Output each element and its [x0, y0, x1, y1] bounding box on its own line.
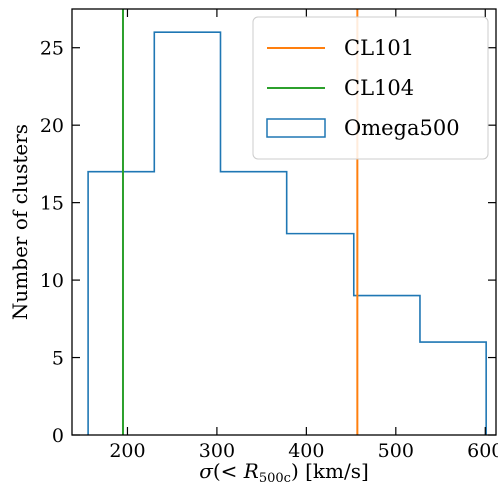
histogram-bin: [154, 32, 220, 435]
x-axis-label-r: R: [243, 459, 259, 483]
histogram-bin: [287, 234, 354, 435]
y-tick-label: 20: [40, 115, 64, 137]
y-tick-label: 5: [52, 348, 64, 370]
x-axis-label: σ(< R500c) [km/s]: [199, 459, 369, 486]
histogram-outline-omega500: [87, 31, 487, 435]
legend-label-cl104: CL104: [344, 76, 414, 100]
plot-frame: [71, 8, 497, 436]
y-axis-label: Number of clusters: [8, 124, 32, 320]
legend: CL101 CL104 Omega500: [252, 16, 489, 160]
x-axis-label-sigma: σ: [199, 459, 214, 483]
histogram-bin: [354, 296, 420, 435]
x-axis-label-unit: ) [km/s]: [291, 459, 369, 483]
y-tick-label: 15: [40, 193, 64, 215]
x-tick-label: 500: [378, 440, 414, 462]
x-axis-label-sub: 500c: [259, 471, 291, 486]
legend-label-omega500: Omega500: [344, 116, 460, 140]
x-tick-label: 300: [199, 440, 235, 462]
legend-box: [252, 16, 489, 160]
tick-labels: 200 300 400 500 600 0 5 10 15 20 25: [40, 38, 498, 462]
axis-ticks: [72, 9, 496, 436]
histogram-bin: [420, 342, 486, 435]
y-tick-label: 0: [52, 425, 64, 447]
histogram-bin: [88, 172, 154, 435]
x-tick-label: 600: [467, 440, 498, 462]
legend-items: CL101 CL104 Omega500: [266, 36, 460, 140]
histogram-bin: [220, 172, 286, 435]
legend-label-cl101: CL101: [344, 36, 414, 60]
y-tick-label: 25: [40, 38, 64, 60]
legend-swatch-omega500: [266, 118, 326, 138]
x-tick-label: 200: [109, 440, 145, 462]
y-tick-label: 10: [40, 270, 64, 292]
x-axis-label-lt: (<: [213, 459, 244, 483]
x-tick-label: 400: [288, 440, 324, 462]
